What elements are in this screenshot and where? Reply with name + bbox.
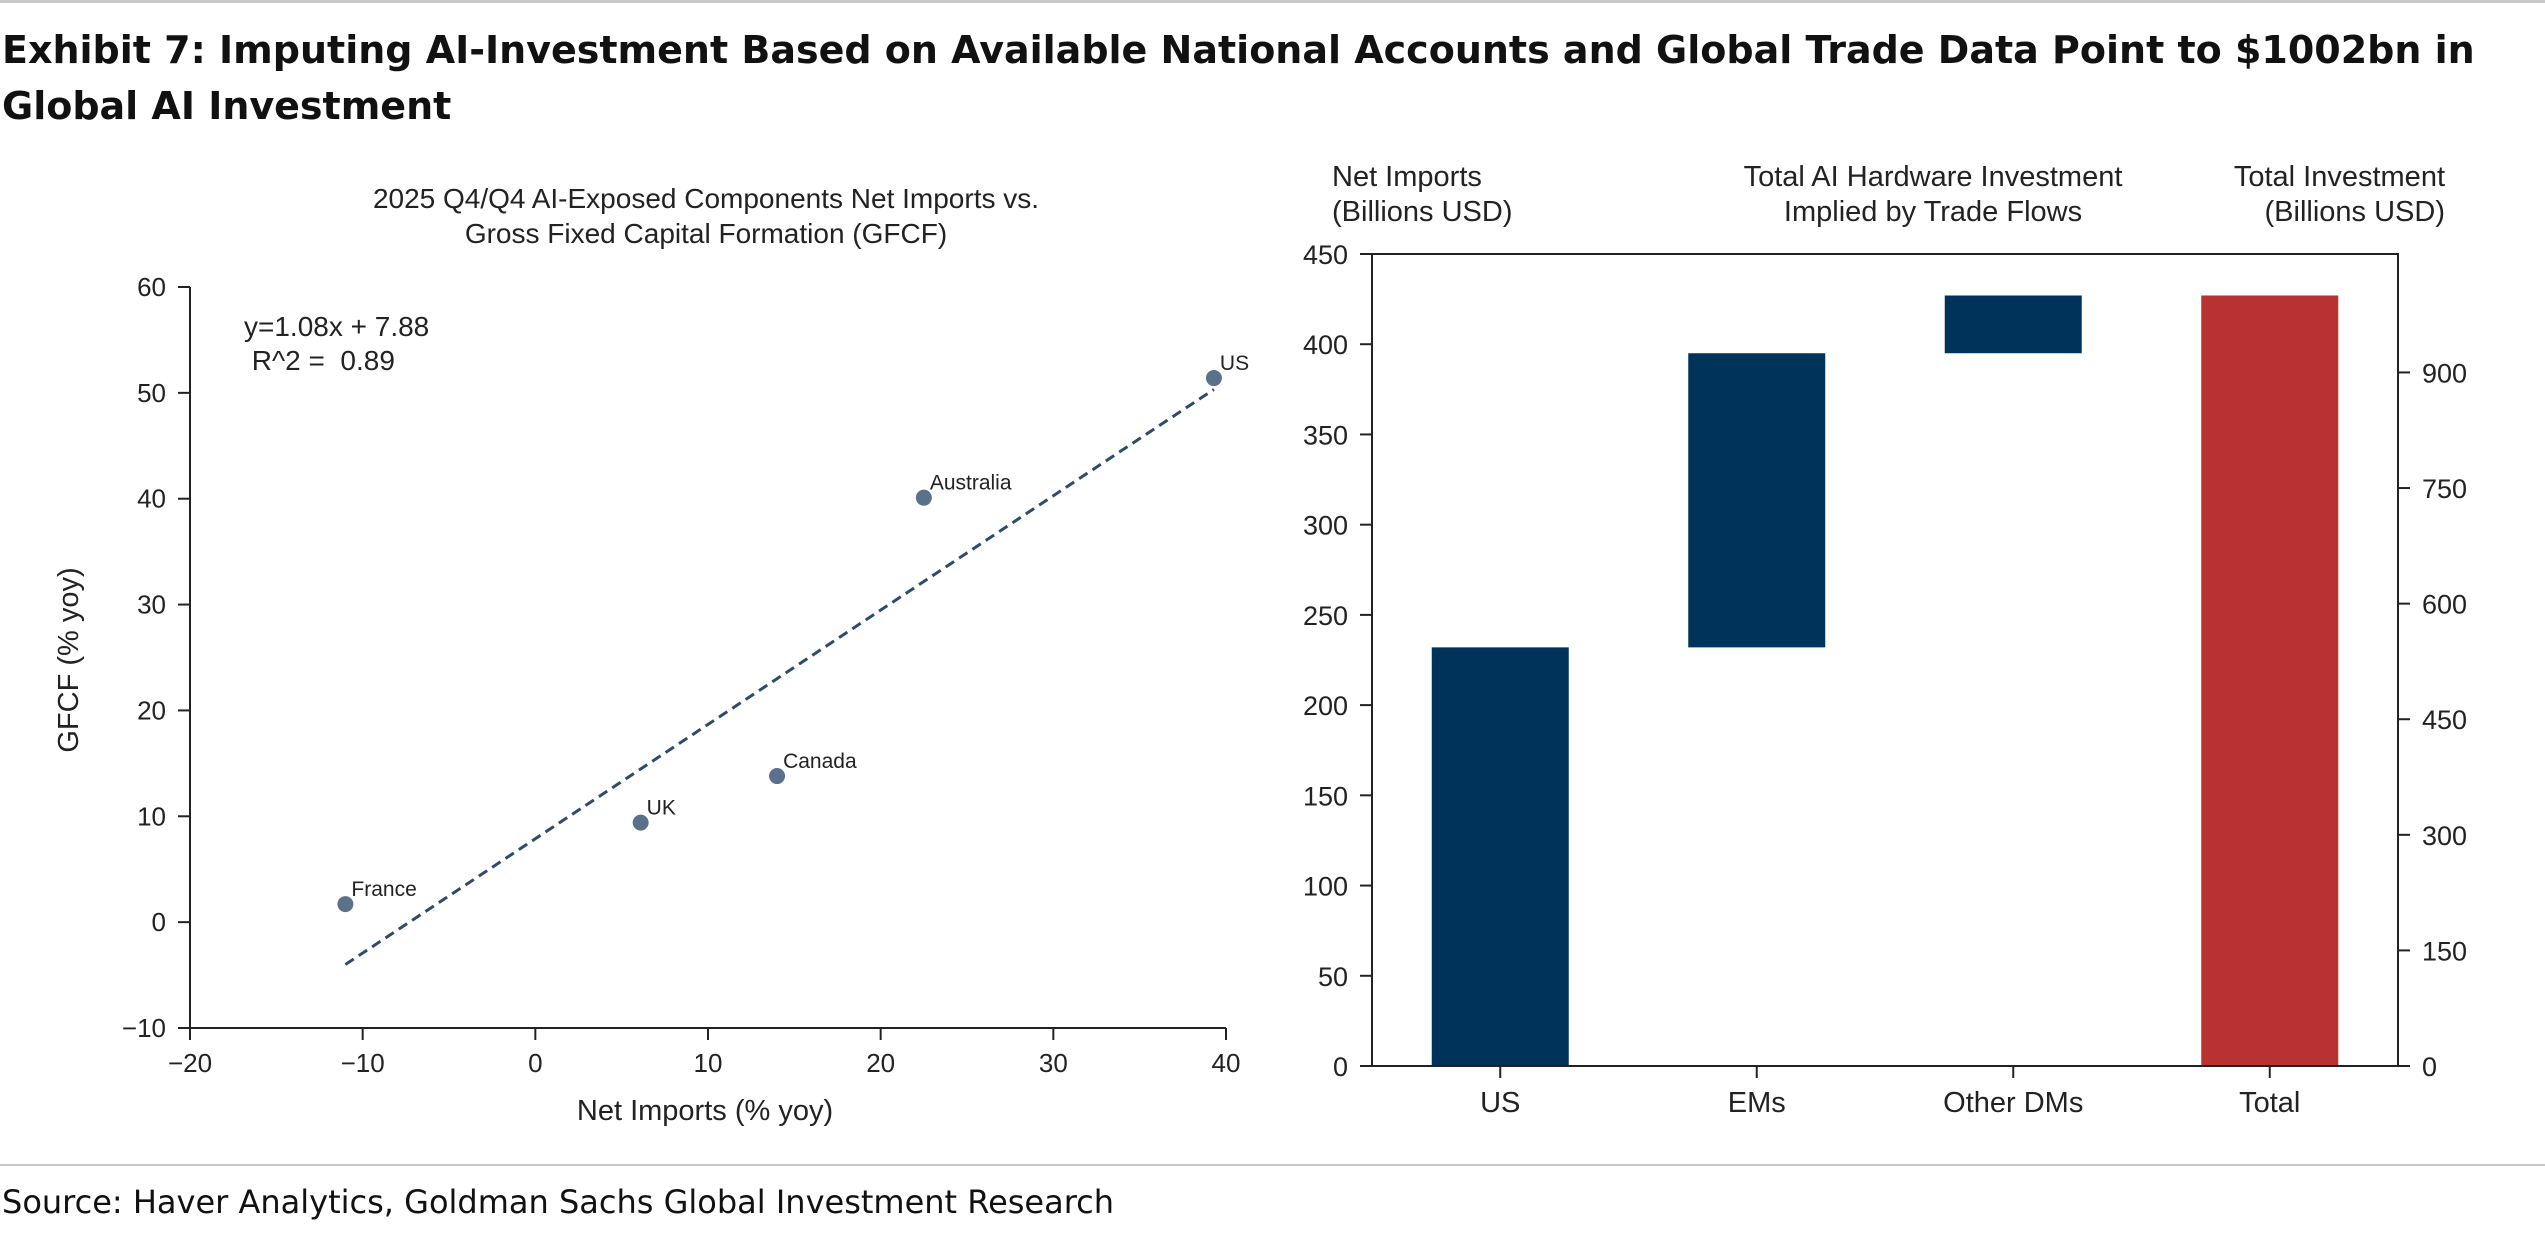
- scatter-y-tick-label: 50: [137, 378, 166, 408]
- scatter-x-tick-label: 20: [866, 1048, 895, 1078]
- data-point-uk: [632, 814, 649, 831]
- waterfall-left-tick-label: 0: [1333, 1052, 1348, 1082]
- waterfall-right-tick-label: 750: [2422, 474, 2467, 504]
- exhibit-title: Exhibit 7: Imputing AI-Investment Based …: [2, 28, 2475, 128]
- waterfall-right-axis-label-line-1: Total Investment: [2234, 161, 2445, 193]
- waterfall-category-labels: US EMs Other DMs Total: [1480, 1066, 2300, 1119]
- bar-total: [2201, 295, 2339, 1067]
- scatter-chart: 2025 Q4/Q4 AI-Exposed Components Net Imp…: [53, 183, 1249, 1127]
- scatter-x-tick-label: 0: [528, 1048, 542, 1078]
- bar-ems: [1688, 353, 1826, 648]
- category-label-ems: EMs: [1728, 1087, 1786, 1119]
- waterfall-right-tick-label: 150: [2422, 936, 2467, 966]
- scatter-title-line-1: 2025 Q4/Q4 AI-Exposed Components Net Imp…: [373, 183, 1039, 214]
- scatter-x-tick-label: 10: [694, 1048, 723, 1078]
- waterfall-left-tick-label: 50: [1318, 962, 1348, 992]
- category-label-total: Total: [2239, 1087, 2300, 1119]
- scatter-y-tick-label: 0: [152, 907, 166, 937]
- data-point-label-us: US: [1220, 352, 1249, 375]
- scatter-y-tick-label: 20: [137, 695, 166, 725]
- scatter-y-tick-label: 30: [137, 590, 166, 620]
- scatter-x-tick-label: −20: [168, 1048, 212, 1078]
- scatter-y-tick-label: −10: [122, 1013, 166, 1043]
- scatter-y-ticks: −10 0 10 20 30 40 50 60: [122, 272, 190, 1043]
- data-point-france: [337, 896, 354, 913]
- waterfall-left-tick-label: 300: [1303, 511, 1348, 541]
- category-label-us: US: [1480, 1087, 1520, 1119]
- waterfall-left-ticks: 0 50 100 150 200 250 300 350 400 450: [1303, 240, 1372, 1082]
- scatter-y-axis-label: GFCF (% yoy): [53, 567, 85, 752]
- regression-equation: y=1.08x + 7.88: [244, 311, 429, 342]
- waterfall-left-tick-label: 250: [1303, 601, 1348, 631]
- waterfall-right-tick-label: 0: [2422, 1052, 2437, 1082]
- scatter-x-tick-label: −10: [341, 1048, 385, 1078]
- waterfall-left-axis-label-line-1: Net Imports: [1332, 161, 1482, 193]
- data-point-us: [1205, 370, 1222, 387]
- scatter-y-tick-label: 10: [137, 801, 166, 831]
- scatter-points: France UK Canada Australia US: [337, 352, 1249, 913]
- waterfall-right-tick-label: 450: [2422, 705, 2467, 735]
- scatter-axes: [189, 287, 1226, 1029]
- waterfall-left-tick-label: 100: [1303, 872, 1348, 902]
- waterfall-right-ticks: 0 150 300 450 600 750 900: [2398, 358, 2467, 1082]
- category-label-other-dms: Other DMs: [1943, 1087, 2083, 1119]
- scatter-x-axis-label: Net Imports (% yoy): [577, 1095, 833, 1127]
- data-point-label-france: France: [351, 878, 416, 901]
- waterfall-right-tick-label: 900: [2422, 358, 2467, 388]
- waterfall-right-tick-label: 600: [2422, 590, 2467, 620]
- source-note: Source: Haver Analytics, Goldman Sachs G…: [2, 1183, 1115, 1221]
- data-point-label-canada: Canada: [783, 750, 857, 773]
- data-point-canada: [769, 768, 786, 785]
- data-point-label-uk: UK: [647, 797, 676, 820]
- waterfall-plot-frame: [1371, 253, 2399, 1067]
- scatter-y-tick-label: 40: [137, 484, 166, 514]
- scatter-y-tick-label: 60: [137, 272, 166, 302]
- r-squared-label: R^2 = 0.89: [244, 345, 395, 376]
- scatter-x-tick-label: 30: [1039, 1048, 1068, 1078]
- waterfall-chart: Net Imports (Billions USD) Total AI Hard…: [1303, 161, 2467, 1119]
- scatter-x-ticks: −20 −10 0 10 20 30 40: [168, 1028, 1241, 1078]
- waterfall-left-tick-label: 150: [1303, 781, 1348, 811]
- data-point-australia: [915, 489, 932, 506]
- waterfall-left-axis-label-line-2: (Billions USD): [1332, 196, 1512, 228]
- bar-us: [1431, 647, 1569, 1066]
- scatter-trendline: [344, 388, 1215, 966]
- bar-other-dms: [1944, 295, 2082, 354]
- data-point-label-australia: Australia: [930, 472, 1012, 495]
- waterfall-bars: [1431, 295, 2339, 1067]
- waterfall-title-line-2: Implied by Trade Flows: [1784, 196, 2082, 228]
- waterfall-right-tick-label: 300: [2422, 821, 2467, 851]
- waterfall-left-tick-label: 400: [1303, 330, 1348, 360]
- scatter-x-tick-label: 40: [1212, 1048, 1241, 1078]
- waterfall-left-tick-label: 350: [1303, 420, 1348, 450]
- bottom-rule: [0, 1164, 2545, 1166]
- waterfall-right-axis-label-line-2: (Billions USD): [2265, 196, 2445, 228]
- scatter-title-line-2: Gross Fixed Capital Formation (GFCF): [465, 218, 947, 249]
- waterfall-left-tick-label: 200: [1303, 691, 1348, 721]
- waterfall-title-line-1: Total AI Hardware Investment: [1744, 161, 2123, 193]
- top-rule: [0, 0, 2545, 3]
- waterfall-left-tick-label: 450: [1303, 240, 1348, 270]
